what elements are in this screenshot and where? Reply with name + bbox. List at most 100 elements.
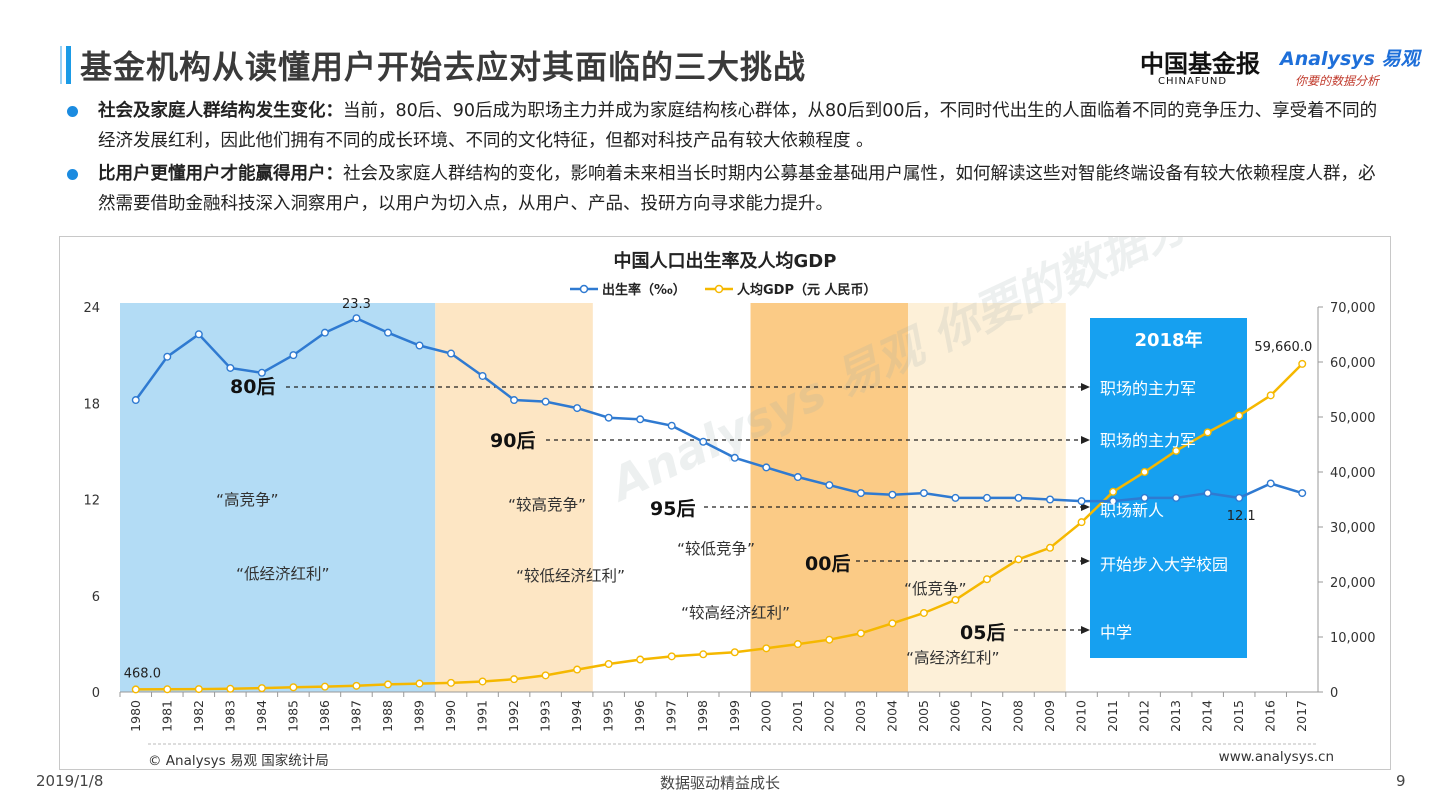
data-point-gdp [352, 681, 361, 690]
bullet-item: 比用户更懂用户才能赢得用户：社会及家庭人群结构的变化，影响着未来相当长时期内公募… [60, 159, 1380, 219]
data-point-birth [667, 421, 676, 430]
data-point-gdp [573, 665, 582, 674]
data-point-birth [541, 397, 550, 406]
data-point-gdp [951, 595, 960, 604]
data-point-birth [1172, 493, 1181, 502]
data-point-birth [1109, 497, 1118, 506]
x-axis-tick: 2015 [1231, 700, 1246, 732]
x-axis-tick: 1981 [159, 700, 174, 732]
period-band-2 [592, 303, 751, 692]
bullet-text: 社会及家庭人群结构的变化，影响着未来相当长时期内公募基金基础用户属性，如何解读这… [98, 164, 1376, 214]
band-label-economy: “低经济红利” [236, 565, 330, 583]
data-point-gdp [699, 650, 708, 659]
data-point-birth [352, 314, 361, 323]
box-2018-item: 职场的主力军 [1100, 431, 1196, 450]
footer-date: 2019/1/8 [36, 772, 104, 790]
x-axis-tick: 1993 [538, 700, 553, 732]
x-axis-tick: 2001 [790, 700, 805, 732]
data-point-birth [257, 368, 266, 377]
data-point-birth [1235, 493, 1244, 502]
x-axis-tick: 1987 [348, 700, 363, 732]
series-line-gdp [135, 363, 1304, 691]
generation-label: 95后 [650, 498, 695, 520]
right-axis-tick: 60,000 [1330, 356, 1376, 371]
left-axis-tick: 18 [83, 397, 100, 412]
data-point-birth [447, 349, 456, 358]
data-point-birth [194, 330, 203, 339]
x-axis-tick: 1992 [506, 700, 521, 732]
box-2018 [1090, 318, 1247, 658]
x-axis-tick: 2004 [884, 700, 899, 732]
x-axis-tick: 1982 [191, 700, 206, 732]
generation-arrow-head-icon [1081, 383, 1090, 391]
chart-website: www.analysys.cn [1219, 749, 1334, 765]
left-axis-tick: 0 [92, 686, 100, 701]
right-axis-tick: 30,000 [1330, 521, 1376, 536]
data-point-birth [793, 473, 802, 482]
data-point-birth [226, 363, 235, 372]
data-point-gdp [510, 675, 519, 684]
data-point-gdp [1235, 411, 1244, 420]
right-axis-tick: 10,000 [1330, 631, 1376, 646]
x-axis-tick: 2008 [1011, 700, 1026, 732]
data-point-birth [1046, 495, 1055, 504]
data-point-birth [919, 489, 928, 498]
band-label-competition: “高竞争” [216, 491, 279, 509]
data-point-gdp [982, 575, 991, 584]
chinafund-logo: 中国基金报 [1140, 49, 1260, 78]
data-point-gdp [478, 677, 487, 686]
box-2018-item: 职场新人 [1100, 501, 1164, 520]
data-label-gdp-last: 59,660.0 [1254, 340, 1312, 355]
data-point-birth [636, 415, 645, 424]
x-axis-tick: 1984 [254, 700, 269, 732]
chart-frame: Analysys 易观 你要的数据分析 中国人口出生率及人均GDP 出生率（‰） 人均… [59, 174, 1391, 770]
legend-marker-gdp [714, 284, 724, 294]
data-point-gdp [1109, 487, 1118, 496]
x-axis-tick: 2007 [979, 700, 994, 732]
data-point-birth [982, 493, 991, 502]
generation-label: 80后 [230, 376, 275, 398]
data-point-birth [320, 328, 329, 337]
band-label-economy: “高经济红利” [906, 649, 1000, 667]
data-point-gdp [1266, 391, 1275, 400]
box-2018-item: 开始步入大学校园 [1100, 555, 1228, 574]
box-2018-item: 中学 [1100, 623, 1132, 642]
data-point-gdp [730, 648, 739, 657]
data-point-gdp [541, 671, 550, 680]
data-point-gdp [762, 644, 771, 653]
left-axis-tick: 24 [83, 301, 100, 316]
x-axis-tick: 2014 [1200, 700, 1215, 732]
box-2018-title: 2018年 [1134, 329, 1202, 351]
data-point-birth [825, 481, 834, 490]
x-axis-tick: 2016 [1263, 700, 1278, 732]
box-2018-item: 职场的主力军 [1100, 379, 1196, 398]
left-axis-tick: 12 [83, 494, 100, 509]
x-axis-tick: 1986 [317, 700, 332, 732]
data-point-gdp [1014, 555, 1023, 564]
data-point-birth [730, 453, 739, 462]
chart-source: © Analysys 易观 国家统计局 [148, 752, 329, 769]
data-point-birth [478, 371, 487, 380]
data-point-gdp [636, 655, 645, 664]
data-point-gdp [447, 678, 456, 687]
x-axis-tick: 2017 [1294, 700, 1309, 732]
generation-label: 05后 [960, 622, 1005, 644]
bullet-item: 社会及家庭人群结构发生变化：当前，80后、90后成为职场主力并成为家庭结构核心群… [60, 96, 1380, 156]
data-point-gdp [383, 680, 392, 689]
data-point-birth [762, 463, 771, 472]
data-point-birth [699, 437, 708, 446]
x-axis-tick: 1998 [695, 700, 710, 732]
data-point-gdp [163, 685, 172, 694]
data-point-gdp [1203, 428, 1212, 437]
x-axis-tick: 1989 [412, 700, 427, 732]
bullet-list: 社会及家庭人群结构发生变化：当前，80后、90后成为职场主力并成为家庭结构核心群… [60, 96, 1380, 222]
x-axis-tick: 1991 [475, 700, 490, 732]
x-axis-tick: 2011 [1105, 700, 1120, 732]
bullet-heading: 社会及家庭人群结构发生变化： [98, 101, 343, 121]
left-axis-tick: 6 [92, 590, 100, 605]
x-axis-tick: 1995 [601, 700, 616, 732]
chinafund-logo-sub: CHINAFUND [1158, 76, 1228, 87]
data-point-birth [951, 493, 960, 502]
right-axis-tick: 50,000 [1330, 411, 1376, 426]
data-point-gdp [194, 685, 203, 694]
